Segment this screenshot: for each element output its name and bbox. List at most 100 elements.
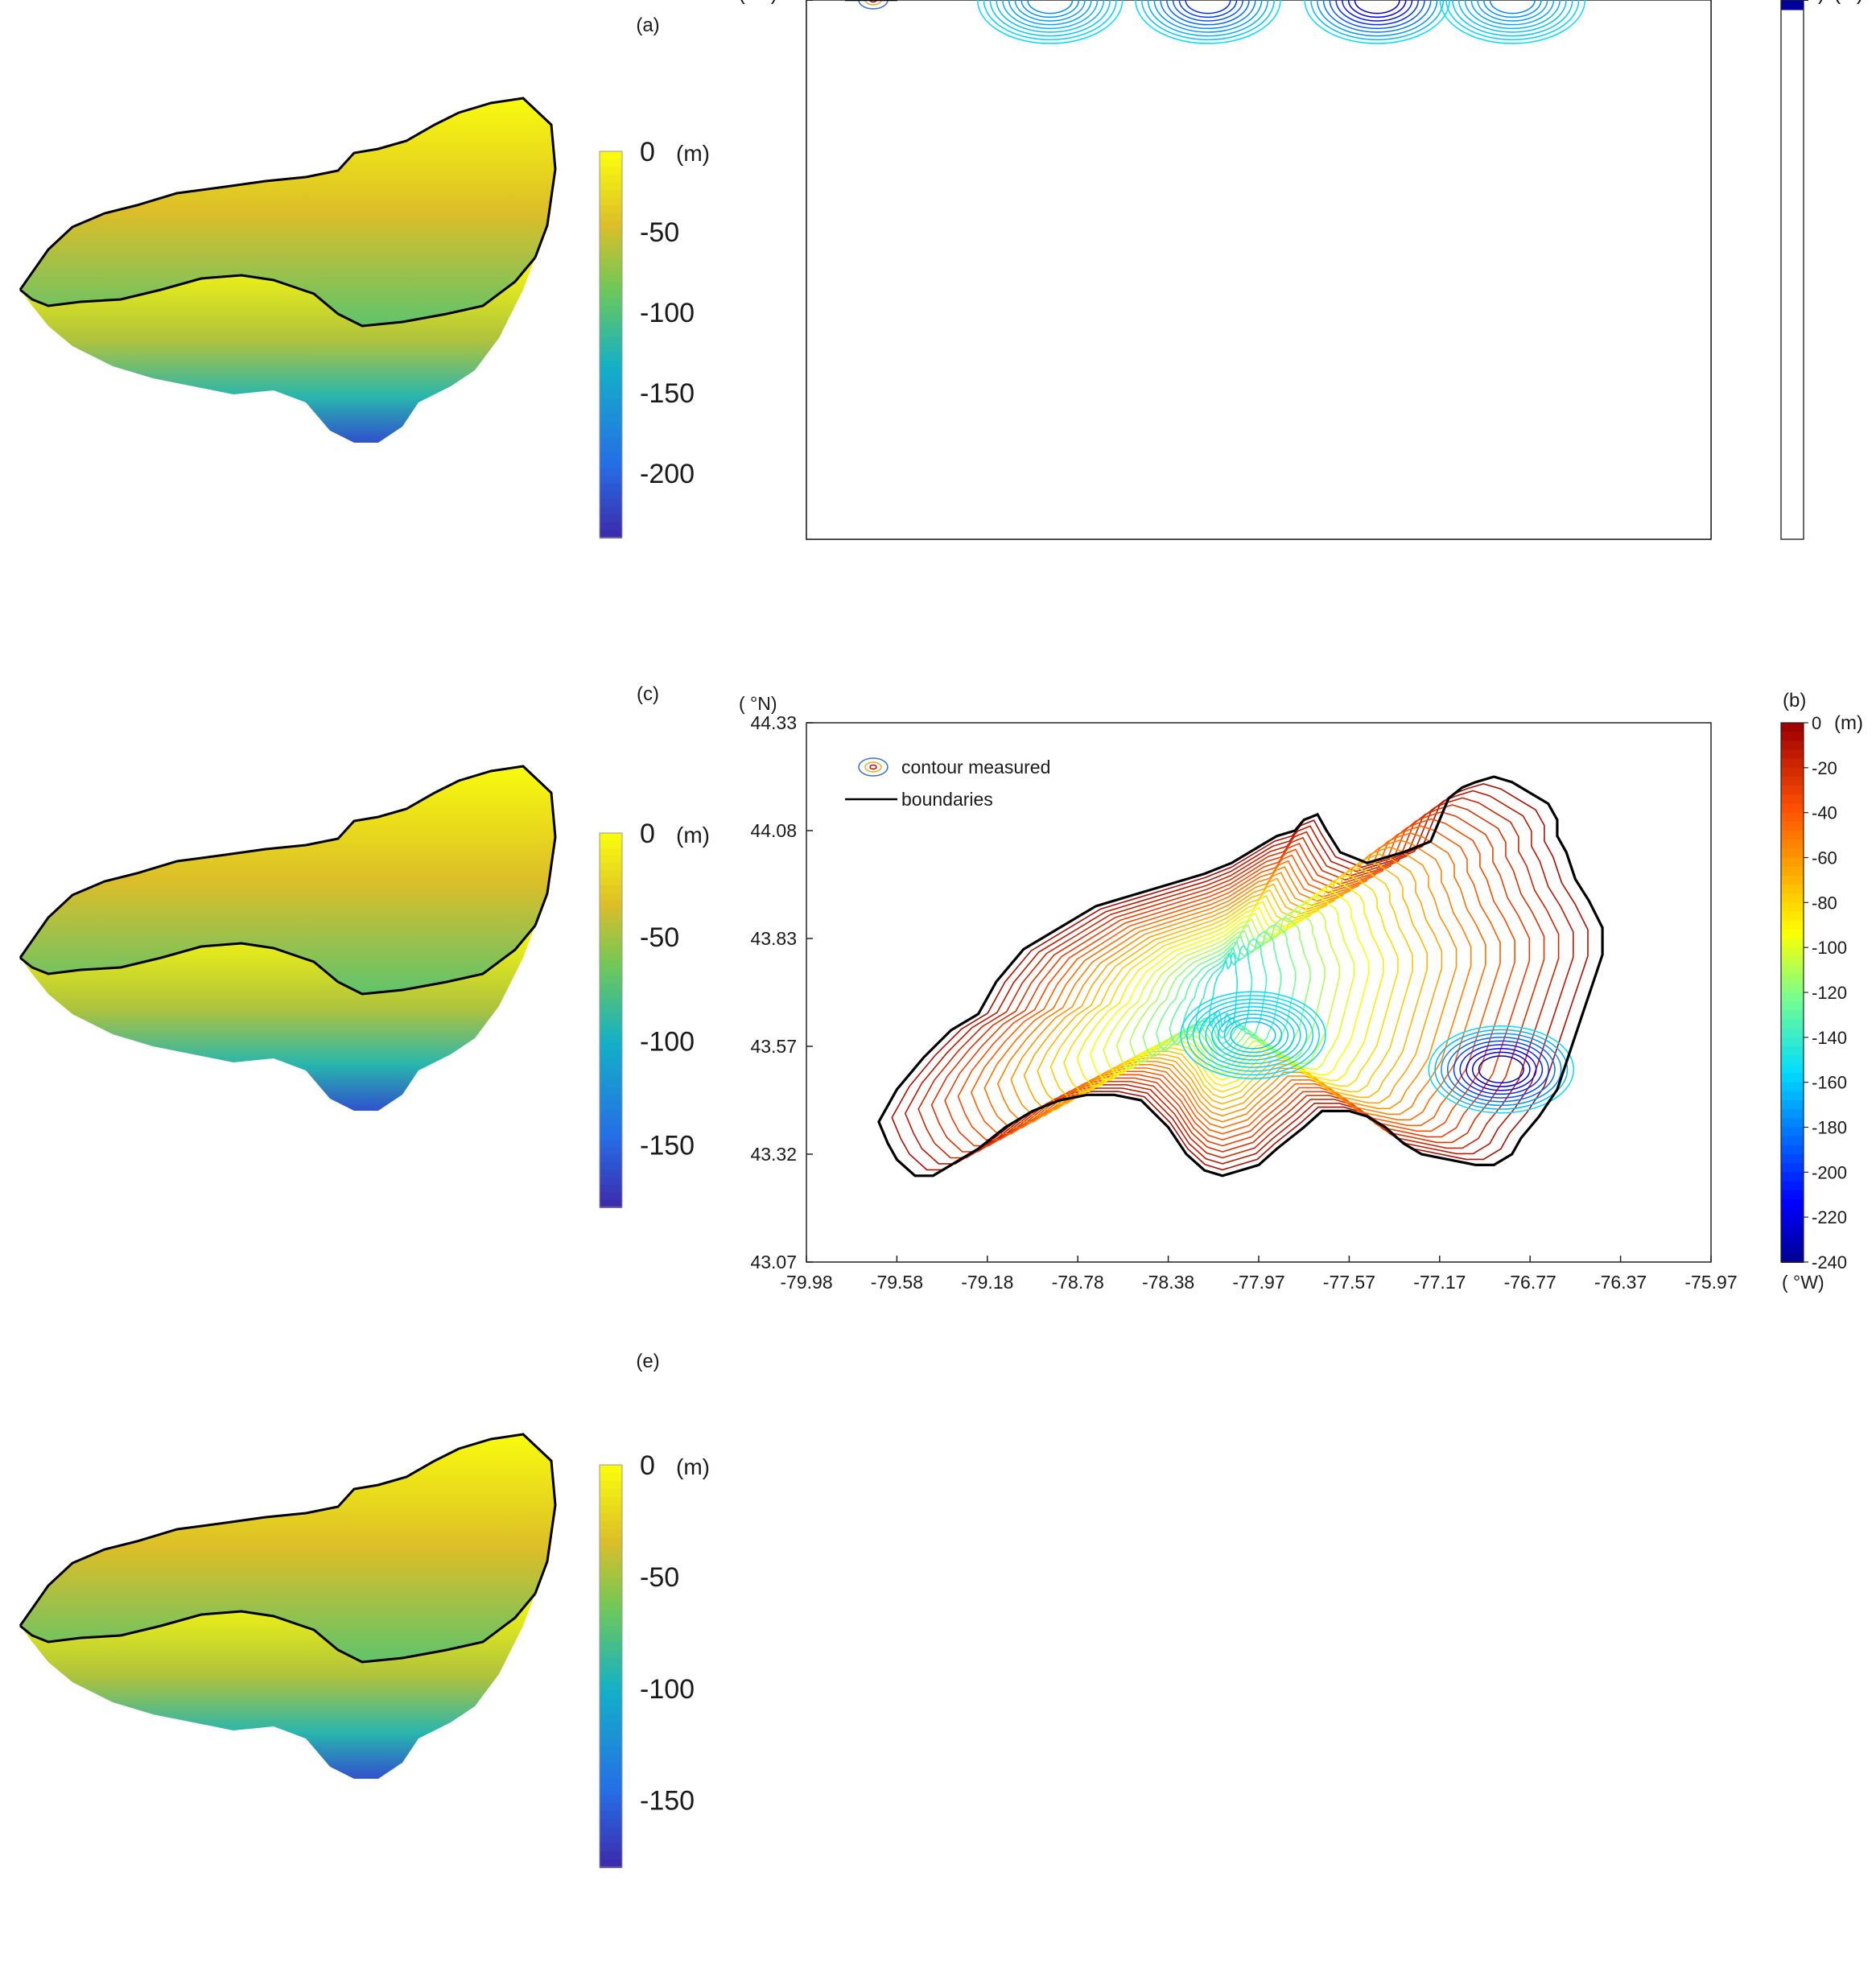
basin-contour [1230,1021,1276,1050]
colorbar-segment [600,444,622,454]
basin-contour [1185,0,1231,14]
basin-contour [1441,1033,1562,1107]
basin-contour [1322,0,1432,33]
contour-line [891,782,1589,1171]
colorbar-segment [1781,1181,1804,1191]
surface-back-rim [19,765,557,959]
basin-contour [1178,0,1238,19]
colorbar-tick-label: -150 [640,1131,695,1161]
colorbar-segment [600,840,622,849]
colorbar-segment [600,1835,622,1844]
colorbar-segment [600,1013,622,1021]
basin-contour [1483,0,1542,19]
colorbar-segment [600,1859,622,1868]
surface-front-rim [19,925,537,996]
colorbar-unit: (m) [676,1454,710,1479]
panel-label: (b) [1783,690,1806,712]
y-tick-label: 43.83 [750,0,797,4]
colorbar-segment [600,1658,622,1667]
colorbar-unit: (m) [1834,712,1863,734]
colorbar-segment [600,398,622,407]
colorbar-segment [1781,732,1804,742]
basin-contour [1347,0,1407,19]
colorbar-tick-label: -160 [1812,0,1847,4]
contour-line [1156,924,1297,1051]
colorbar-segment [600,1154,622,1164]
colorbar-tick-label: -40 [1812,0,1837,4]
colorbar-segment [600,1147,622,1156]
contour-line [1063,874,1399,1093]
colorbar-segment [600,863,622,872]
colorbar-segment [600,1489,622,1498]
x-tick-label: -79.18 [961,0,1013,4]
contour-line [1049,868,1413,1099]
colorbar-segment [1781,1037,1804,1047]
colorbar-segment [600,1843,622,1852]
colorbar-segment [600,1004,622,1014]
colorbar-segment [600,1763,622,1772]
colorbar-segment [600,197,622,207]
colorbar-segment [1781,875,1804,885]
colorbar-segment [600,1578,622,1586]
colorbar-segment [600,1650,622,1659]
colorbar-tick-label: 0 [1812,713,1821,733]
colorbar-segment [1781,947,1804,958]
colorbar-segment [600,221,622,229]
basin-contour [1428,1025,1575,1114]
y-tick-label: 43.07 [750,0,797,4]
colorbar-segment [600,1618,622,1627]
colorbar-segment [600,1481,622,1490]
colorbar-segment [600,915,622,924]
colorbar-segment [600,1714,622,1723]
colorbar-segment [600,321,622,330]
colorbar-segment [600,983,622,992]
colorbar-segment [600,855,622,864]
legend-label-boundaries: boundaries [901,789,993,810]
basin-contour [1316,0,1438,37]
basin-contour [1304,0,1450,44]
colorbar-segment [1781,1010,1804,1021]
y-unit-label: ( °N) [739,693,777,714]
contour-line [1037,860,1428,1105]
x-tick-label: -79.98 [780,0,832,4]
colorbar-tick-label: 0 [640,137,655,167]
colorbar-segment [1781,974,1804,984]
colorbar-segment [600,930,622,939]
colorbar-segment [600,422,622,431]
colorbar-segment [600,244,622,253]
y-tick-label: 43.32 [750,0,797,4]
colorbar-segment [600,1140,622,1149]
y-tick-label: 43.57 [750,0,797,4]
colorbar-tick-label: -180 [1812,1118,1847,1138]
legend: contour model 2boundaries [845,0,1034,10]
contour-line [971,825,1501,1135]
colorbar-segment [600,967,622,976]
colorbar-segment [600,997,622,1006]
basin-contour [1459,1044,1544,1095]
colorbar-segment [600,1185,622,1194]
colorbar-segment [600,1706,622,1715]
colorbar-segment [600,530,622,538]
colorbar-segment [1781,1244,1804,1254]
colorbar-segment [600,290,622,299]
y-tick-label: 43.83 [750,928,797,949]
colorbar-segment [600,1594,622,1602]
colorbar-segment [600,460,622,469]
colorbar-tick-label: -80 [1812,0,1837,4]
colorbar-segment [600,1795,622,1804]
surface-back-rim [19,1433,557,1627]
colorbar-segment [1781,1100,1804,1111]
colorbar-segment [600,1505,622,1514]
colorbar-segment [1781,1136,1804,1146]
basin-contour [989,0,1111,37]
colorbar-segment [600,328,622,338]
colorbar-segment [1781,1145,1804,1155]
basin-contour [1489,0,1536,14]
colorbar-segment [1781,1109,1804,1120]
legend-contour-symbol [858,757,889,777]
surface-panel-e: 0 -50 -100 -150 (m) (e) [19,1351,710,1868]
contour-line [1169,930,1282,1045]
colorbar-segment [600,298,622,307]
colorbar-segment [600,375,622,384]
colorbar-segment [600,1642,622,1651]
